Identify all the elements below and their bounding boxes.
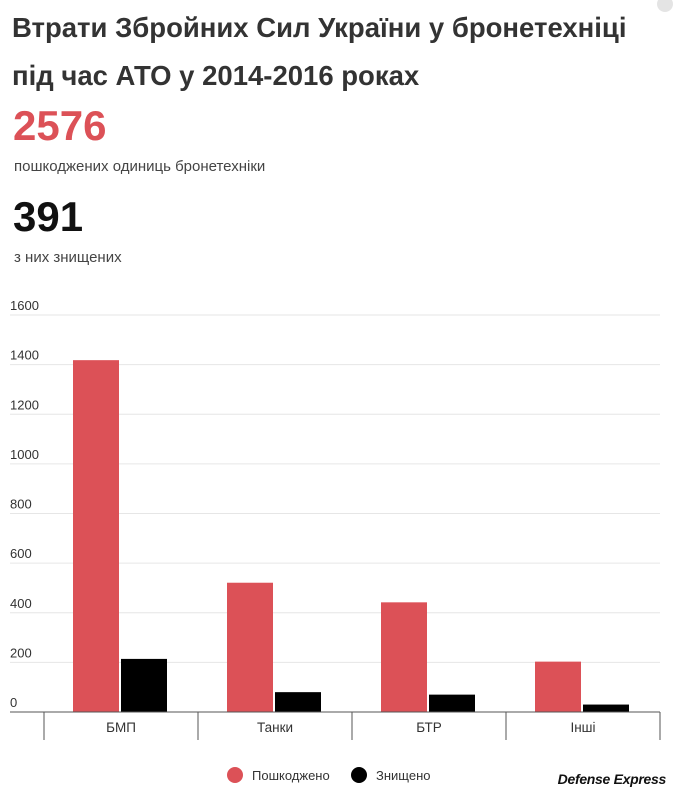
legend: Пошкоджено Знищено bbox=[227, 767, 430, 783]
legend-marker-damaged bbox=[227, 767, 243, 783]
y-tick-label-1400: 1400 bbox=[10, 348, 39, 363]
category-label-3: БТР bbox=[416, 720, 442, 735]
legend-label-destroyed: Знищено bbox=[376, 768, 430, 783]
destroyed-total-label: з них знищених bbox=[14, 249, 122, 266]
category-label-1: БМП bbox=[106, 720, 136, 735]
bar-chart: 0 200 400 600 800 1000 1200 1400 1600 БМП Танки БТ… bbox=[10, 298, 661, 783]
bar-damaged-4 bbox=[535, 661, 581, 712]
category-label-2: Танки bbox=[257, 720, 293, 735]
damaged-total-value: 2576 bbox=[13, 102, 107, 149]
y-tick-label-1600: 1600 bbox=[10, 298, 39, 313]
y-tick-label-200: 200 bbox=[10, 645, 32, 660]
bar-destroyed-4 bbox=[583, 704, 629, 712]
bar-destroyed-1 bbox=[121, 658, 167, 712]
bars bbox=[73, 360, 629, 712]
bar-damaged-2 bbox=[227, 582, 273, 712]
y-tick-label-600: 600 bbox=[10, 546, 32, 561]
y-tick-label-1000: 1000 bbox=[10, 447, 39, 462]
y-axis-ticks: 0 200 400 600 800 1000 1200 1400 1600 bbox=[10, 298, 39, 710]
bar-damaged-3 bbox=[381, 602, 427, 712]
brand-logo: Defense Express bbox=[557, 771, 667, 787]
damaged-total-label: пошкоджених одиниць бронетехніки bbox=[14, 158, 266, 175]
y-tick-label-0: 0 bbox=[10, 695, 17, 710]
destroyed-total-value: 391 bbox=[13, 193, 84, 240]
bar-destroyed-2 bbox=[275, 692, 321, 712]
chart-title: Втрати Збройних Сил України у бронетехні… bbox=[12, 12, 627, 91]
bar-damaged-1 bbox=[73, 360, 119, 712]
legend-marker-destroyed bbox=[351, 767, 367, 783]
category-label-4: Інші bbox=[570, 720, 595, 735]
bar-destroyed-3 bbox=[429, 694, 475, 712]
corner-circle-icon bbox=[657, 0, 673, 12]
y-tick-label-400: 400 bbox=[10, 596, 32, 611]
x-axis: БМП Танки БТР Інші bbox=[10, 711, 661, 740]
y-tick-label-800: 800 bbox=[10, 497, 32, 512]
legend-label-damaged: Пошкоджено bbox=[252, 768, 330, 783]
y-tick-label-1200: 1200 bbox=[10, 397, 39, 412]
